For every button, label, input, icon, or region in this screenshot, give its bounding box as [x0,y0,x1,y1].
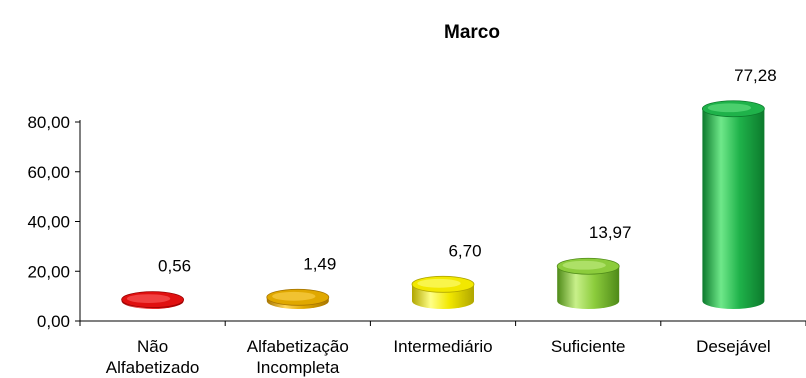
data-label: 77,28 [734,66,777,85]
y-tick-label: 60,00 [27,163,70,182]
x-tick-label: Não [137,337,168,356]
y-tick-label: 80,00 [27,113,70,132]
x-tick-label: Intermediário [393,337,492,356]
labels: 0,56 Não Alfabetizado 1,49 Alfabetização Inco… [106,66,777,377]
x-tick-label: Incompleta [256,358,340,377]
bar-top-highlight [562,260,606,270]
bar [121,291,185,309]
x-tick-label: Suficiente [551,337,626,356]
axes: 0,00 20,00 40,00 60,00 80,00 [27,113,806,331]
bar [411,275,475,309]
bar-top-highlight [272,291,316,301]
x-tick-label: Alfabetizado [106,358,200,377]
bar-body [557,266,620,309]
bar [702,100,765,310]
data-label: 0,56 [158,257,191,276]
bar-body [702,108,765,310]
bars [121,100,765,310]
bar-top-highlight [707,103,752,113]
y-tick-label: 40,00 [27,213,70,232]
x-tick-label: Alfabetização [247,337,349,356]
bar [266,288,330,309]
bar-top-highlight [417,278,461,288]
chart-title: Marco [444,22,500,43]
bar-top-highlight [126,294,171,304]
data-label: 1,49 [303,254,336,273]
data-label: 13,97 [589,223,632,242]
y-tick-label: 20,00 [27,262,70,281]
bar [556,257,620,309]
x-tick-label: Desejável [696,337,771,356]
data-label: 6,70 [448,241,481,260]
y-tick-label: 0,00 [37,312,70,331]
